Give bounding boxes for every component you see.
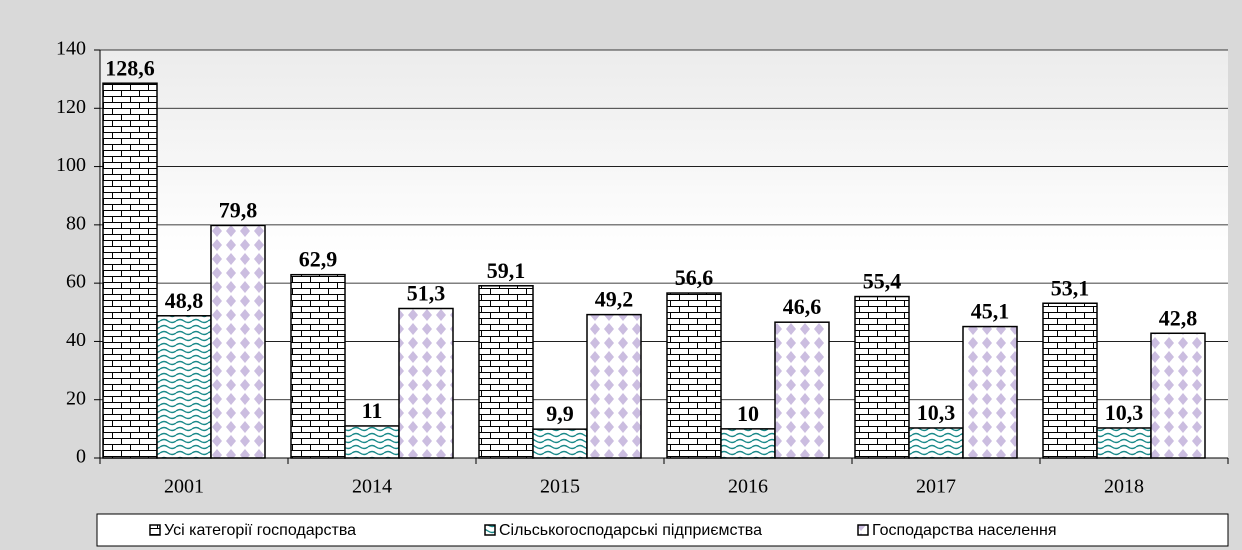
- data-label: 10: [737, 401, 759, 426]
- data-label: 45,1: [971, 299, 1010, 324]
- y-tick-label: 120: [56, 96, 86, 118]
- data-label: 46,6: [783, 294, 822, 319]
- bar: [398, 307, 454, 459]
- x-tick-label: 2017: [916, 476, 956, 498]
- legend-label: Усі категорії господарства: [164, 522, 356, 539]
- legend-marker: [484, 524, 496, 536]
- bar: [720, 428, 776, 459]
- data-label: 62,9: [299, 247, 338, 272]
- data-label: 48,8: [165, 288, 204, 313]
- data-label: 11: [362, 398, 383, 423]
- data-label: 51,3: [407, 281, 446, 306]
- bar: [478, 285, 534, 459]
- bar: [586, 313, 642, 459]
- x-tick-label: 2016: [728, 476, 768, 498]
- bar: [344, 425, 400, 459]
- bar: [156, 315, 212, 459]
- y-tick-label: 80: [66, 212, 86, 234]
- legend-box: [96, 513, 1229, 547]
- y-tick-label: 60: [66, 271, 86, 293]
- data-label: 42,8: [1159, 305, 1198, 330]
- bar: [774, 321, 830, 459]
- x-tick-label: 2018: [1104, 476, 1144, 498]
- y-tick-label: 20: [66, 387, 86, 409]
- data-label: 56,6: [675, 265, 714, 290]
- bar: [962, 325, 1018, 459]
- bar: [1096, 427, 1152, 459]
- x-tick-label: 2015: [540, 476, 580, 498]
- bar: [1150, 332, 1206, 459]
- bar: [908, 427, 964, 459]
- x-tick-label: 2001: [164, 476, 204, 498]
- data-label: 10,3: [1105, 400, 1144, 425]
- data-label: 9,9: [546, 401, 574, 426]
- y-tick-label: 100: [56, 154, 86, 176]
- bar: [666, 292, 722, 459]
- y-tick-label: 140: [56, 38, 86, 60]
- data-label: 79,8: [219, 197, 258, 222]
- data-label: 49,2: [595, 287, 634, 312]
- bar: [854, 295, 910, 459]
- y-tick-label: 0: [76, 446, 86, 468]
- data-label: 55,4: [863, 269, 902, 294]
- plot-area: [100, 50, 1228, 458]
- data-label: 128,6: [105, 55, 155, 80]
- data-label: 10,3: [917, 400, 956, 425]
- bar: [102, 82, 158, 459]
- data-label: 59,1: [487, 258, 526, 283]
- legend-label: Сільськогосподарські підприємства: [499, 522, 762, 539]
- bar: [1042, 302, 1098, 459]
- legend-label: Господарства населення: [872, 522, 1057, 539]
- bar: [532, 428, 588, 459]
- legend-marker: [149, 524, 161, 536]
- bar: [210, 224, 266, 459]
- bar: [290, 273, 346, 459]
- y-tick-label: 40: [66, 329, 86, 351]
- x-tick-label: 2014: [352, 476, 392, 498]
- legend-marker: [857, 524, 869, 536]
- data-label: 53,1: [1051, 275, 1090, 300]
